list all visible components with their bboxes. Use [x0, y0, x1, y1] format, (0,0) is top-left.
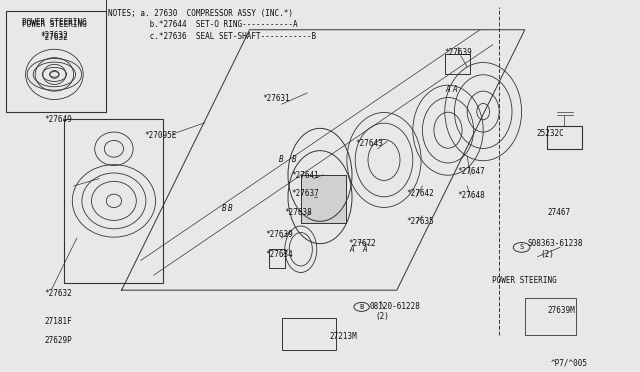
Bar: [282, 318, 336, 350]
Text: *27632: *27632: [45, 289, 72, 298]
Text: *27631: *27631: [262, 94, 290, 103]
Text: 27213M: 27213M: [330, 332, 357, 341]
Text: *27672: *27672: [349, 239, 376, 248]
Text: B: B: [292, 155, 297, 164]
Bar: [64, 119, 163, 283]
Text: *27639: *27639: [266, 230, 293, 239]
Text: *27639: *27639: [445, 48, 472, 57]
Text: POWER STEERING: POWER STEERING: [22, 20, 87, 29]
Text: *27095E: *27095E: [144, 131, 177, 140]
Text: *27647: *27647: [458, 167, 485, 176]
Bar: [445, 54, 470, 74]
Text: NOTES; a. 27630  COMPRESSOR ASSY (INC.*): NOTES; a. 27630 COMPRESSOR ASSY (INC.*): [108, 9, 292, 18]
Text: *27638: *27638: [285, 208, 312, 217]
Text: *27632: *27632: [40, 31, 68, 40]
Text: POWER STEERING: POWER STEERING: [492, 276, 557, 285]
Text: c.*27636  SEAL SET-SHAFT-----------B: c.*27636 SEAL SET-SHAFT-----------B: [108, 32, 316, 41]
Text: A: A: [445, 85, 451, 94]
Text: *27632: *27632: [40, 33, 68, 42]
Text: B: B: [360, 304, 364, 310]
Text: A: A: [349, 245, 355, 254]
Text: b.*27644  SET-O RING-----------A: b.*27644 SET-O RING-----------A: [108, 20, 297, 29]
Text: *27634: *27634: [266, 250, 293, 259]
Text: *27643: *27643: [355, 139, 383, 148]
Text: *27642: *27642: [406, 189, 434, 198]
Text: S08363-61238: S08363-61238: [528, 239, 584, 248]
Bar: [301, 175, 346, 223]
Text: POWER STEERING: POWER STEERING: [22, 18, 87, 27]
Text: 27181F: 27181F: [45, 317, 72, 326]
Text: *27649: *27649: [45, 115, 72, 124]
Text: A: A: [452, 85, 457, 94]
Text: B: B: [228, 204, 233, 213]
Text: ^P7/^005: ^P7/^005: [550, 358, 588, 367]
Text: B: B: [221, 204, 227, 213]
Bar: [269, 249, 285, 268]
Bar: [6, 11, 106, 112]
Text: 27467: 27467: [547, 208, 570, 217]
Text: *27648: *27648: [458, 191, 485, 200]
Text: *27637: *27637: [291, 189, 319, 198]
Text: B: B: [279, 155, 284, 164]
Text: *27641: *27641: [291, 171, 319, 180]
Text: A: A: [362, 245, 367, 254]
Text: 08120-61228: 08120-61228: [370, 302, 420, 311]
Text: (2): (2): [541, 250, 555, 259]
Text: *27635: *27635: [406, 217, 434, 226]
Bar: [525, 298, 576, 335]
Text: (2): (2): [376, 312, 390, 321]
Text: S: S: [520, 244, 524, 250]
Text: 25232C: 25232C: [536, 129, 564, 138]
Text: 27629P: 27629P: [45, 336, 72, 345]
Text: 27639M: 27639M: [547, 306, 575, 315]
